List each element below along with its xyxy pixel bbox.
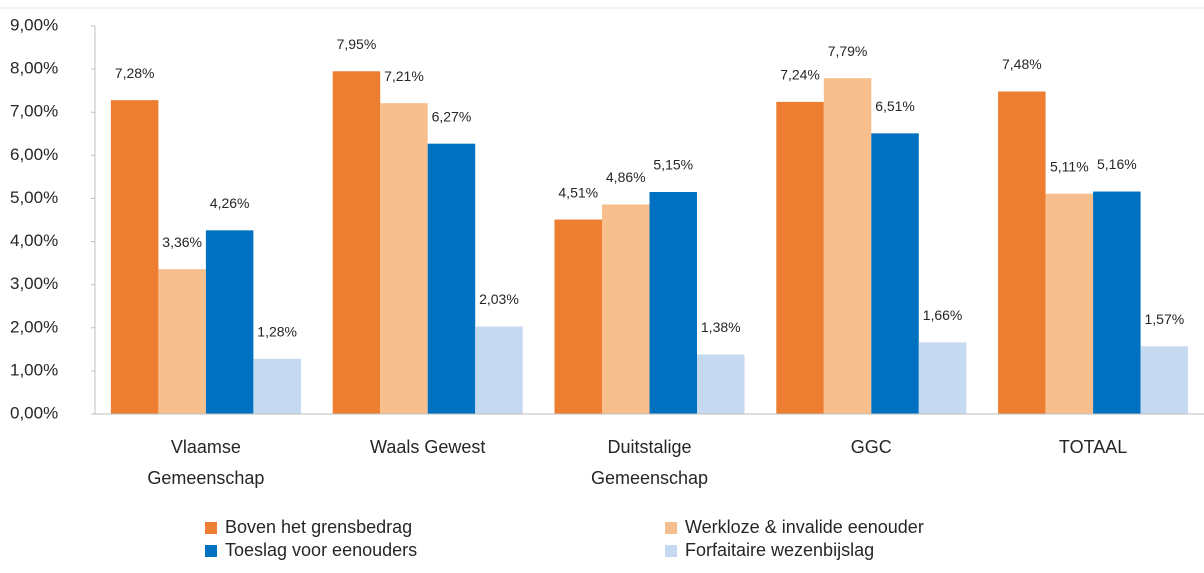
bar bbox=[380, 103, 428, 415]
value-label: 7,48% bbox=[1002, 56, 1042, 72]
value-label: 5,11% bbox=[1050, 158, 1089, 174]
value-label: 4,86% bbox=[606, 169, 646, 185]
value-label: 7,28% bbox=[115, 65, 155, 81]
value-label: 5,15% bbox=[653, 157, 693, 173]
x-tick-label: Duitstalige bbox=[607, 437, 691, 457]
y-tick-label: 3,00% bbox=[10, 274, 58, 293]
x-tick-label: TOTAAL bbox=[1059, 437, 1127, 457]
value-label: 1,57% bbox=[1144, 311, 1184, 327]
legend-label: Forfaitaire wezenbijslag bbox=[685, 540, 874, 560]
bar bbox=[253, 358, 301, 414]
legend-swatch bbox=[665, 522, 677, 534]
value-label: 1,28% bbox=[257, 324, 297, 340]
value-label: 2,03% bbox=[479, 291, 519, 307]
value-label: 6,27% bbox=[432, 108, 472, 124]
x-tick-label: Waals Gewest bbox=[370, 437, 485, 457]
y-tick-label: 0,00% bbox=[10, 403, 58, 422]
value-label: 4,26% bbox=[210, 195, 250, 211]
bar bbox=[110, 100, 159, 414]
legend-label: Toeslag voor eenouders bbox=[225, 540, 417, 560]
value-label: 7,21% bbox=[384, 68, 424, 84]
bar bbox=[871, 133, 919, 414]
x-tick-label: Gemeenschap bbox=[591, 468, 708, 488]
y-tick-label: 1,00% bbox=[10, 360, 58, 379]
bar bbox=[602, 204, 650, 414]
bar bbox=[554, 219, 602, 414]
value-label: 7,95% bbox=[337, 36, 377, 52]
value-label: 3,36% bbox=[162, 234, 202, 250]
bar bbox=[697, 354, 745, 414]
value-label: 7,79% bbox=[828, 43, 868, 59]
value-label: 4,51% bbox=[558, 184, 598, 200]
bar bbox=[998, 91, 1046, 414]
y-tick-label: 9,00% bbox=[10, 15, 58, 34]
legend-label: Werkloze & invalide eenouder bbox=[685, 517, 924, 537]
bar bbox=[332, 71, 381, 415]
x-tick-label: GGC bbox=[851, 437, 892, 457]
legend-swatch bbox=[205, 545, 217, 557]
value-label: 6,51% bbox=[875, 98, 915, 114]
legend-swatch bbox=[665, 545, 677, 557]
bar bbox=[1093, 191, 1141, 414]
bar bbox=[475, 326, 523, 414]
bar bbox=[158, 269, 206, 414]
bar bbox=[427, 143, 476, 414]
bar bbox=[1045, 193, 1094, 414]
x-tick-label: Vlaamse bbox=[171, 437, 241, 457]
bar bbox=[205, 230, 254, 414]
bar bbox=[776, 101, 824, 415]
y-tick-label: 8,00% bbox=[10, 59, 58, 78]
legend-label: Boven het grensbedrag bbox=[225, 517, 412, 537]
bar bbox=[823, 78, 872, 415]
bar bbox=[918, 342, 967, 414]
value-label: 5,16% bbox=[1097, 156, 1137, 172]
x-tick-label: Gemeenschap bbox=[147, 468, 264, 488]
value-label: 7,24% bbox=[780, 67, 820, 83]
value-label: 1,66% bbox=[923, 307, 963, 323]
y-tick-label: 5,00% bbox=[10, 188, 58, 207]
y-tick-label: 2,00% bbox=[10, 317, 58, 336]
y-tick-label: 6,00% bbox=[10, 145, 58, 164]
y-tick-label: 7,00% bbox=[10, 102, 58, 121]
y-tick-label: 4,00% bbox=[10, 231, 58, 250]
bar bbox=[1140, 346, 1189, 414]
bar bbox=[649, 191, 697, 414]
value-label: 1,38% bbox=[701, 319, 741, 335]
legend-swatch bbox=[205, 522, 217, 534]
